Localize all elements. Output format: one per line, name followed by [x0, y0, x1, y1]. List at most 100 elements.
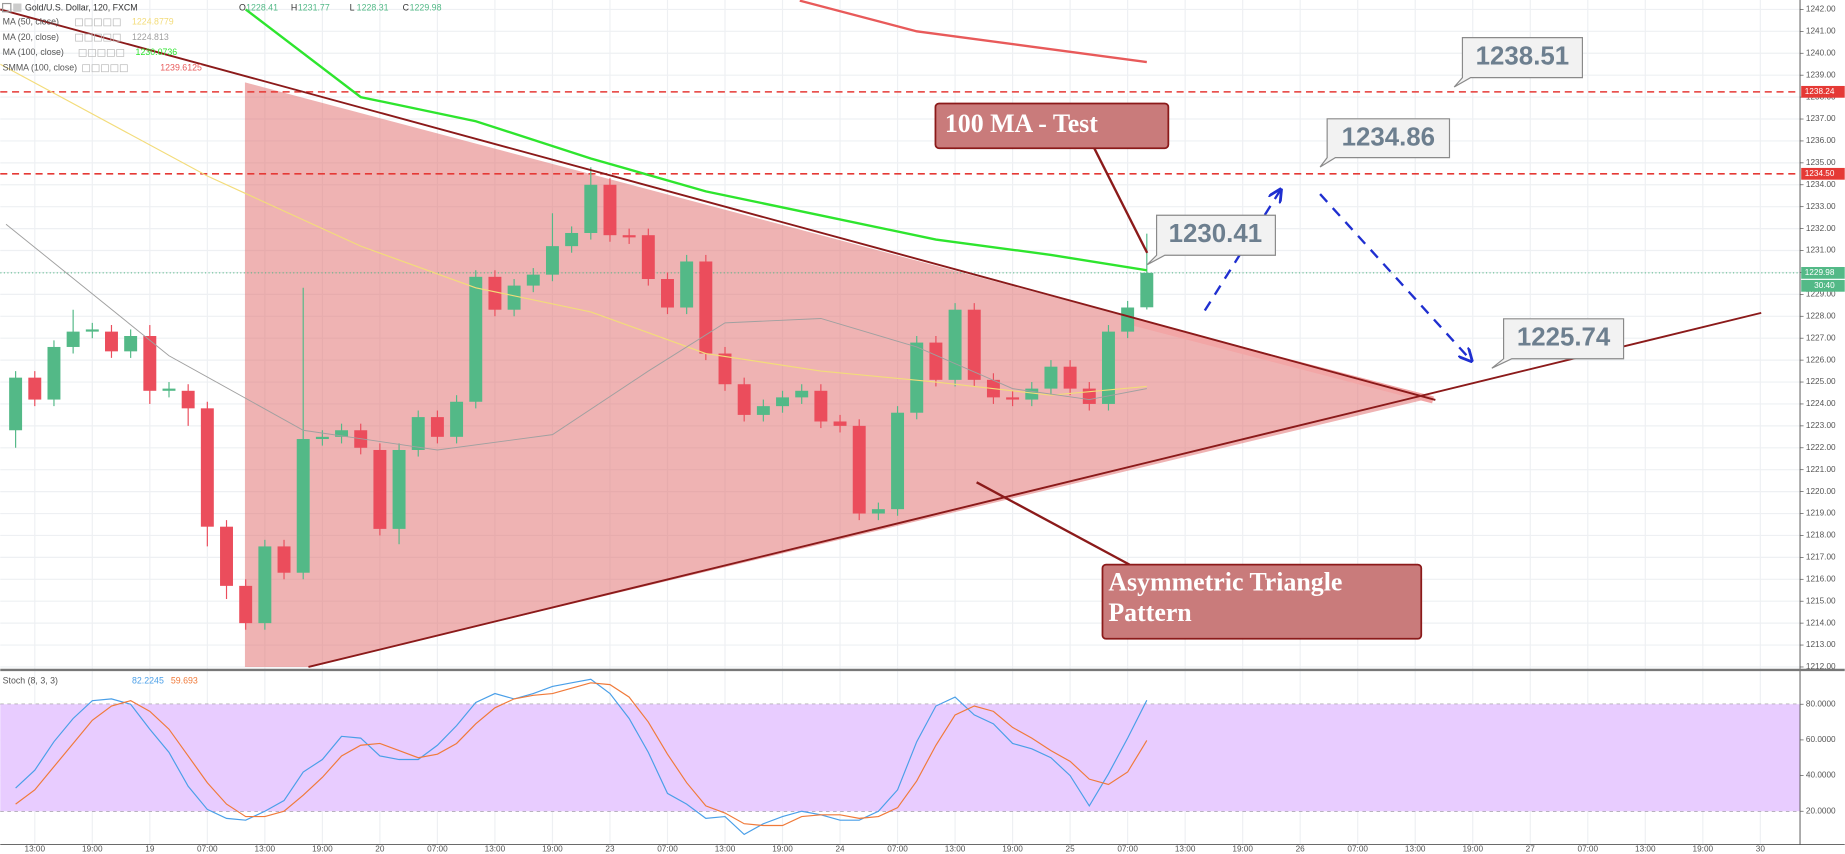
- y-tick-label: 1228.00: [1806, 311, 1836, 320]
- y-tick-label: 1237.00: [1806, 114, 1836, 123]
- legend-icon: [106, 49, 115, 57]
- x-tick-label: 23: [605, 844, 615, 853]
- icon: [13, 3, 22, 12]
- candle-body: [565, 232, 579, 247]
- y-tick-label: 1229.00: [1806, 290, 1836, 299]
- candle-body: [28, 377, 42, 400]
- candle-body: [430, 417, 444, 437]
- y-tick-label: 20.0000: [1806, 806, 1836, 815]
- callout-text: Asymmetric Triangle Pattern: [1108, 566, 1343, 627]
- legend-icon: [112, 18, 121, 27]
- x-tick-label: 19:00: [1232, 844, 1253, 853]
- legend-value: 82.2245: [132, 675, 164, 685]
- candle-body: [488, 276, 502, 310]
- y-tick-label: 1224.00: [1806, 399, 1836, 408]
- price-callout: 1234.86: [1319, 118, 1451, 168]
- x-tick-label: 13:00: [945, 844, 966, 853]
- symbol-title: Gold/U.S. Dollar, 120, FXCM: [25, 3, 138, 13]
- legend-icon: [75, 18, 83, 27]
- candle-body: [1101, 331, 1115, 404]
- candle-body: [469, 276, 483, 402]
- candle-body: [66, 331, 80, 347]
- candle-body: [795, 390, 809, 398]
- candle-body: [526, 274, 540, 286]
- legend-value: 1224.8779: [132, 17, 174, 27]
- countdown-tag: [1801, 279, 1845, 292]
- candle-body: [948, 309, 962, 380]
- y-tick-label: 1240.00: [1806, 48, 1836, 57]
- stochastic: [15, 678, 1148, 836]
- legend-value: 1224.813: [132, 32, 169, 42]
- y-tick-label: 60.0000: [1806, 735, 1836, 744]
- price-callout: 1230.41: [1146, 214, 1276, 266]
- candles: [9, 167, 1154, 630]
- ma-line: [799, 0, 1147, 64]
- x-tick-label: 13:00: [1175, 844, 1196, 853]
- countdown-label: 30:40: [1814, 281, 1835, 290]
- price-tag: [1801, 266, 1845, 279]
- candle-body: [967, 309, 981, 380]
- ohlc-value: 1229.98: [410, 3, 442, 13]
- legend-icon: [75, 33, 83, 42]
- legend-label: MA (20, close): [3, 32, 59, 42]
- y-tick-label: 40.0000: [1806, 771, 1836, 780]
- x-tick-label: 25: [1066, 844, 1076, 853]
- legend-label: MA (50, close): [3, 17, 59, 27]
- callout-pointer: [976, 481, 1131, 566]
- y-tick-label: 1214.00: [1806, 618, 1836, 627]
- candle-body: [220, 526, 233, 586]
- legend-icon: [82, 64, 91, 73]
- icon: [2, 2, 12, 13]
- candle-body: [1063, 366, 1077, 389]
- x-tick-label: 19:00: [1002, 844, 1023, 853]
- callout-pointer: [1093, 147, 1149, 254]
- y-tick-label: 1212.00: [1806, 662, 1836, 671]
- candle-body: [929, 342, 943, 380]
- stoch-line: [15, 682, 1148, 827]
- legend-icon: [94, 33, 102, 42]
- x-tick-label: 19:00: [1693, 844, 1714, 853]
- candle-body: [143, 336, 157, 391]
- y-tick-label: 1239.00: [1806, 70, 1836, 79]
- callout-text: 1234.86: [1342, 124, 1435, 152]
- callout-box: [1146, 214, 1276, 266]
- candle-body: [162, 388, 176, 391]
- x-tick-label: 13:00: [1405, 844, 1426, 853]
- candle-body: [661, 279, 674, 308]
- x-tick-label: 13:00: [24, 844, 45, 853]
- price-label: 1229.98: [1805, 268, 1835, 277]
- legend-icon: [103, 18, 112, 27]
- triangle-fill: [244, 82, 1434, 667]
- candle-body: [680, 261, 694, 308]
- ohlc-key: C: [403, 3, 410, 13]
- y-tick-label: 1241.00: [1806, 27, 1836, 36]
- candle-body: [910, 342, 924, 413]
- y-tick-label: 1242.00: [1806, 5, 1836, 14]
- callout-text: 1225.74: [1517, 324, 1611, 352]
- candle-body: [239, 585, 253, 624]
- legend-icon: [112, 33, 121, 42]
- legend-icon: [84, 33, 93, 42]
- callout-box: [1319, 118, 1451, 168]
- candle-body: [737, 384, 751, 415]
- stoch-title: Stoch (8, 3, 3): [3, 675, 58, 685]
- legend-value: 1239.6125: [160, 63, 202, 73]
- ohlc-value: 1228.31: [357, 3, 389, 13]
- level-label: 1234.50: [1805, 169, 1835, 178]
- x-tick-label: 19:00: [772, 844, 793, 853]
- legend-label: SMMA (100, close): [3, 63, 78, 73]
- candle-body: [85, 329, 99, 332]
- legend-value: 59.693: [171, 675, 198, 685]
- x-tick-label: 07:00: [887, 844, 908, 853]
- upper-trendline: [0, 8, 1436, 401]
- x-tick-label: 07:00: [657, 844, 678, 853]
- candle-body: [1025, 388, 1039, 400]
- candle-body: [1006, 397, 1020, 400]
- callout-text: 1230.41: [1169, 220, 1262, 248]
- legend-icon: [103, 33, 112, 42]
- legend-icon: [91, 64, 100, 73]
- x-tick-label: 19:00: [312, 844, 333, 853]
- candle-body: [1044, 366, 1058, 389]
- moving-averages: [0, 0, 1147, 451]
